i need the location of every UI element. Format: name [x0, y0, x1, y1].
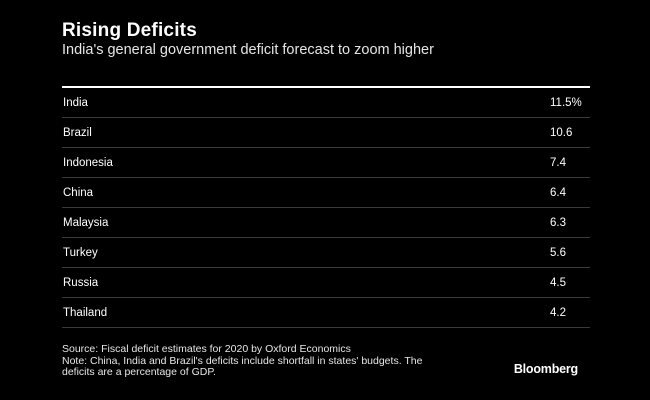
country-label: Indonesia [63, 157, 113, 169]
footnotes: Source: Fiscal deficit estimates for 202… [62, 343, 482, 379]
deficit-value: 7.4 [550, 157, 566, 169]
table-row: Brazil 10.6 [62, 118, 590, 148]
table-row: Russia 4.5 [62, 268, 590, 298]
bloomberg-logo: Bloomberg [513, 362, 578, 376]
deficit-value: 4.5 [550, 277, 566, 289]
deficit-value: 4.2 [550, 307, 566, 319]
source-note: Source: Fiscal deficit estimates for 202… [62, 343, 351, 355]
deficit-value: 11.5% [550, 97, 582, 109]
table-row: Indonesia 7.4 [62, 148, 590, 178]
deficit-value: 10.6 [550, 127, 573, 139]
deficit-value: 5.6 [550, 247, 566, 259]
table-row: China 6.4 [62, 178, 590, 208]
deficit-table: India 11.5% Brazil 10.6 Indonesia 7.4 Ch… [62, 86, 590, 328]
country-label: Thailand [63, 307, 108, 319]
table-row: Malaysia 6.3 [62, 208, 590, 238]
country-label: Malaysia [63, 217, 109, 229]
chart-subtitle: India's general government deficit forec… [62, 42, 434, 58]
country-label: Brazil [63, 127, 92, 139]
deficit-value: 6.3 [550, 217, 566, 229]
country-label: Russia [63, 277, 99, 289]
country-label: China [63, 187, 94, 199]
deficit-value: 6.4 [550, 187, 566, 199]
table-row: Thailand 4.2 [62, 298, 590, 328]
note-line-1: Note: China, India and Brazil's deficits… [62, 354, 423, 367]
table-row: India 11.5% [62, 88, 590, 118]
country-label: Turkey [63, 247, 98, 259]
chart-title: Rising Deficits [62, 20, 197, 41]
note-line-2: deficits are a percentage of GDP. [62, 366, 216, 378]
table-row: Turkey 5.6 [62, 238, 590, 268]
country-label: India [63, 97, 88, 109]
